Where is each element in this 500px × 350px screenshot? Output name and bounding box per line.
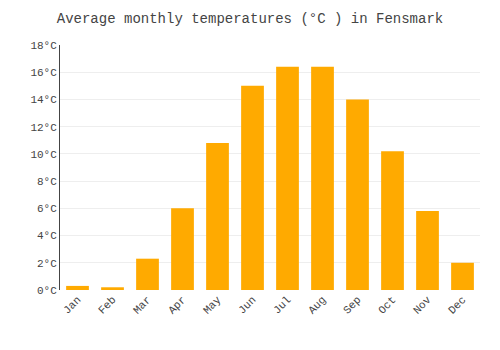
svg-text:16°C: 16°C <box>30 67 57 79</box>
svg-text:14°C: 14°C <box>30 94 57 106</box>
svg-text:Jan: Jan <box>61 294 83 316</box>
svg-text:4°C: 4°C <box>37 230 57 242</box>
svg-text:Apr: Apr <box>166 294 188 316</box>
svg-text:Nov: Nov <box>411 294 434 317</box>
svg-text:Dec: Dec <box>446 294 468 316</box>
svg-text:Sep: Sep <box>341 294 363 316</box>
svg-text:Jun: Jun <box>236 294 258 316</box>
svg-text:2°C: 2°C <box>37 258 57 270</box>
svg-text:May: May <box>201 294 224 317</box>
svg-text:8°C: 8°C <box>37 176 57 188</box>
svg-text:0°C: 0°C <box>37 285 57 297</box>
svg-text:Feb: Feb <box>96 294 118 316</box>
svg-text:18°C: 18°C <box>30 40 57 52</box>
svg-text:6°C: 6°C <box>37 203 57 215</box>
svg-text:12°C: 12°C <box>30 122 57 134</box>
svg-text:Average monthly temperatures (: Average monthly temperatures (°C ) in Fe… <box>57 11 443 27</box>
svg-text:Mar: Mar <box>131 294 153 316</box>
svg-text:10°C: 10°C <box>30 149 57 161</box>
svg-text:Jul: Jul <box>271 294 293 316</box>
svg-text:Oct: Oct <box>376 294 398 316</box>
svg-text:Aug: Aug <box>306 294 328 316</box>
